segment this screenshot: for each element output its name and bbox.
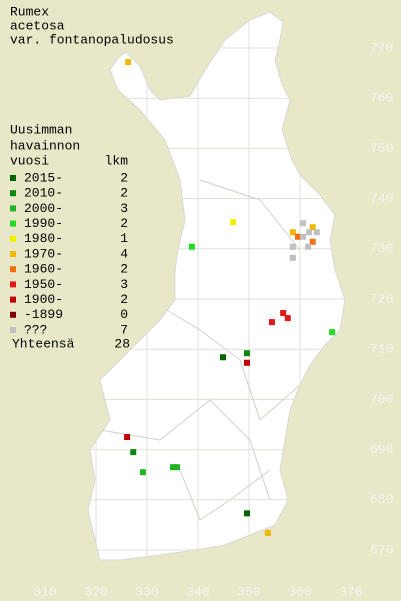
legend-label: 1990-	[24, 216, 63, 231]
y-tick-label: 740	[370, 191, 393, 206]
axes: 310 320 330 340 350 360 3706706806907007107207…	[33, 40, 393, 599]
legend-label: 2015-	[24, 170, 63, 185]
y-tick-label: 770	[370, 40, 393, 55]
x-tick-label: 340	[186, 584, 209, 599]
record-point	[294, 233, 301, 240]
record-point	[243, 359, 250, 366]
y-tick-label: 680	[370, 492, 393, 507]
y-tick-label: 760	[370, 91, 393, 106]
border	[199, 179, 301, 251]
x-tick-label: 310	[33, 584, 56, 599]
border	[99, 399, 271, 501]
legend-count: 7	[120, 322, 128, 337]
legend-count: 2	[120, 292, 128, 307]
record-point	[130, 449, 137, 456]
record-point	[309, 238, 316, 245]
border	[179, 469, 271, 521]
record-point	[305, 243, 312, 250]
x-tick-label: 360	[288, 584, 311, 599]
legend-label: 1950-	[24, 277, 63, 292]
record-point	[124, 434, 131, 441]
record-point	[174, 464, 181, 471]
y-tick-label: 710	[370, 342, 393, 357]
legend: 2015- 2 2010- 2 2000- 3 1990- 2 1980- 1 1970- 4 1960…	[10, 170, 128, 337]
legend-swatch	[10, 327, 16, 333]
legend-count-heading: lkm	[105, 153, 129, 168]
record-point	[243, 350, 250, 357]
legend-swatch	[10, 205, 16, 212]
region-borders	[99, 179, 301, 521]
legend-label: 1980-	[24, 231, 63, 246]
legend-swatch	[10, 235, 16, 242]
record-point	[219, 354, 226, 361]
legend-count: 0	[120, 307, 128, 322]
legend-swatch	[10, 296, 16, 303]
x-tick-label: 320	[84, 584, 107, 599]
record-point	[243, 510, 250, 517]
record-point	[170, 464, 177, 471]
legend-swatch	[10, 311, 16, 318]
legend-count: 2	[120, 262, 128, 277]
y-tick-label: 720	[370, 291, 393, 306]
legend-swatch	[10, 220, 16, 227]
legend-swatch	[10, 281, 16, 288]
title-line: acetosa	[10, 18, 65, 33]
border	[149, 299, 301, 421]
record-point	[125, 59, 132, 66]
y-tick-label: 750	[370, 141, 393, 156]
record-point	[306, 229, 313, 236]
legend-year-heading: vuosi	[10, 153, 49, 168]
finland-outline	[87, 11, 346, 561]
legend-swatch	[10, 175, 16, 181]
y-tick-label: 700	[370, 392, 393, 407]
record-point	[230, 219, 237, 226]
legend-count: 3	[120, 201, 128, 216]
record-point	[289, 254, 296, 261]
legend-header: havainnon	[10, 138, 80, 153]
legend-count: 2	[120, 170, 128, 185]
legend-total-label: Yhteensä	[12, 336, 75, 351]
legend-count: 4	[120, 246, 128, 261]
y-tick-label: 730	[370, 241, 393, 256]
legend-count: 2	[120, 186, 128, 201]
record-point	[289, 229, 296, 236]
record-point	[313, 229, 320, 236]
legend-swatch	[10, 190, 16, 197]
legend-count: 1	[120, 231, 128, 246]
legend-swatch	[10, 251, 16, 257]
legend-total: 28	[114, 336, 130, 351]
y-tick-label: 690	[370, 442, 393, 457]
legend-count: 2	[120, 216, 128, 231]
title-line: Rumex	[10, 4, 49, 19]
points	[124, 59, 336, 536]
record-point	[329, 329, 336, 336]
record-point	[284, 315, 291, 322]
record-point	[309, 224, 316, 231]
record-point	[289, 243, 296, 250]
legend-label: 1900-	[24, 292, 63, 307]
legend-header: Uusimman	[10, 122, 72, 137]
record-point	[188, 243, 195, 250]
record-point	[280, 310, 287, 317]
title-line: var. fontanopaludosus	[10, 32, 174, 47]
legend-label: 1970-	[24, 246, 63, 261]
record-point	[268, 319, 275, 326]
legend-label: 1960-	[24, 262, 63, 277]
record-point	[139, 469, 146, 476]
x-tick-label: 350	[237, 584, 260, 599]
y-tick-label: 670	[370, 542, 393, 557]
legend-swatch	[10, 266, 16, 273]
legend-label: 2000-	[24, 201, 63, 216]
record-point	[264, 529, 271, 536]
legend-label: 2010-	[24, 186, 63, 201]
x-tick-label: 370	[339, 584, 362, 599]
record-point	[300, 220, 307, 227]
legend-label: ???	[24, 322, 47, 337]
legend-label: -1899	[24, 307, 63, 322]
x-tick-label: 330	[135, 584, 158, 599]
legend-count: 3	[120, 277, 128, 292]
record-point	[300, 233, 307, 240]
